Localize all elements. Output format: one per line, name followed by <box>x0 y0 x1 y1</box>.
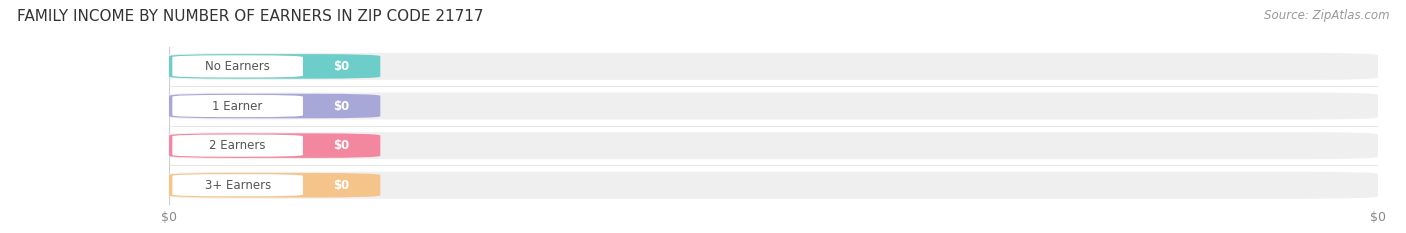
Text: Source: ZipAtlas.com: Source: ZipAtlas.com <box>1264 9 1389 22</box>
Text: 2 Earners: 2 Earners <box>209 139 266 152</box>
FancyBboxPatch shape <box>169 173 380 198</box>
Text: $0: $0 <box>333 99 350 113</box>
FancyBboxPatch shape <box>169 53 1378 80</box>
Text: No Earners: No Earners <box>205 60 270 73</box>
FancyBboxPatch shape <box>173 174 302 196</box>
Text: 3+ Earners: 3+ Earners <box>204 179 271 192</box>
FancyBboxPatch shape <box>169 94 380 118</box>
FancyBboxPatch shape <box>169 54 380 79</box>
FancyBboxPatch shape <box>169 172 1378 199</box>
FancyBboxPatch shape <box>173 95 302 117</box>
Text: $0: $0 <box>333 179 350 192</box>
Text: $0: $0 <box>333 60 350 73</box>
FancyBboxPatch shape <box>169 133 380 158</box>
FancyBboxPatch shape <box>173 134 302 157</box>
Text: FAMILY INCOME BY NUMBER OF EARNERS IN ZIP CODE 21717: FAMILY INCOME BY NUMBER OF EARNERS IN ZI… <box>17 9 484 24</box>
Text: 1 Earner: 1 Earner <box>212 99 263 113</box>
FancyBboxPatch shape <box>169 132 1378 159</box>
Text: $0: $0 <box>333 139 350 152</box>
FancyBboxPatch shape <box>169 93 1378 120</box>
FancyBboxPatch shape <box>173 55 302 78</box>
